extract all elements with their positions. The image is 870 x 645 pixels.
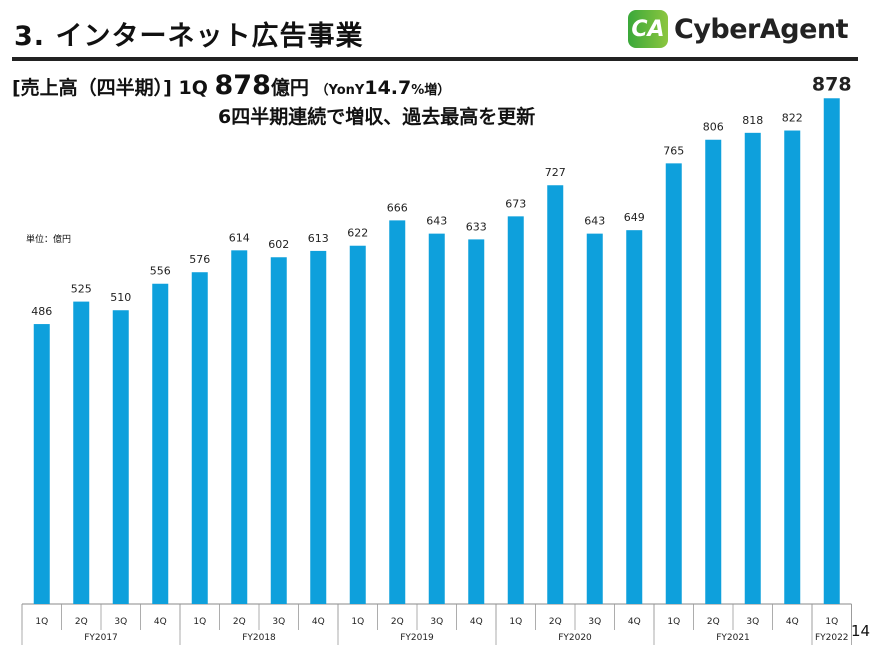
category-tick-label: 1Q [509,617,522,627]
category-tick-label: 1Q [825,617,838,627]
headline-yoy-close: %増） [411,83,451,98]
headline: [売上高（四半期）] 1Q 878億円 （YonY14.7%増） [12,70,450,101]
bar [310,250,327,605]
bar [152,283,169,604]
data-label: 643 [426,215,447,228]
headline-label: [売上高（四半期）] [12,77,172,99]
data-label: 622 [347,227,368,240]
data-label: 673 [505,197,526,210]
group-label: FY2019 [400,633,434,643]
data-label: 643 [584,215,605,228]
bar [73,301,90,604]
data-label: 818 [742,114,763,127]
data-label: 576 [189,253,210,266]
bar [389,220,406,604]
data-label: 822 [782,112,803,125]
data-label: 556 [150,265,171,278]
page-number: 14 [851,622,870,640]
bar [349,245,366,604]
data-label: 633 [466,220,487,233]
data-label: 613 [308,232,329,245]
headline-quarter: 1Q [178,77,208,99]
data-label: 602 [268,238,289,251]
category-tick-label: 4Q [628,617,641,627]
bar [784,130,801,604]
category-tick-label: 1Q [667,617,680,627]
bar [547,185,564,605]
category-tick-label: 3Q [588,617,601,627]
data-label: 525 [71,283,92,296]
bar [705,139,722,604]
headline-yoy-value: 14.7 [364,77,412,99]
data-label: 806 [703,121,724,134]
data-label: 510 [110,291,131,304]
data-label: 649 [624,211,645,224]
bar [428,233,445,604]
bar [665,163,682,605]
bar [231,250,248,604]
data-label: 878 [812,73,852,95]
headline-line2: 6四半期連続で増収、過去最高を更新 [218,106,536,128]
data-label: 614 [229,231,250,244]
category-tick-label: 4Q [154,617,167,627]
group-label: FY2018 [242,633,276,643]
category-tick-label: 4Q [786,617,799,627]
headline-value: 878 [214,70,271,101]
data-label: 727 [545,166,566,179]
category-tick-label: 2Q [233,617,246,627]
category-tick-label: 2Q [391,617,404,627]
headline-yoy-open: （YonY [315,83,365,98]
category-tick-label: 3Q [272,617,285,627]
category-tick-label: 3Q [114,617,127,627]
category-tick-label: 1Q [35,617,48,627]
category-tick-label: 1Q [351,617,364,627]
data-label: 666 [387,201,408,214]
bar [270,257,287,604]
data-label: 486 [31,305,52,318]
category-tick-label: 4Q [312,617,325,627]
category-tick-label: 3Q [746,617,759,627]
category-tick-label: 2Q [549,617,562,627]
bar [626,230,643,604]
category-tick-label: 1Q [193,617,206,627]
bar [507,216,524,605]
bar [33,324,50,604]
page-title: 3. インターネット広告事業 [14,21,364,52]
bar [823,98,840,604]
category-tick-label: 2Q [75,617,88,627]
cyberagent-logo: CA CyberAgent [628,10,849,48]
group-label: FY2022 [815,633,849,643]
bar [586,233,603,604]
group-label: FY2020 [558,633,592,643]
header-divider [12,57,858,61]
bar [112,310,129,604]
logo-mark: CA [628,10,668,48]
group-label: FY2017 [84,633,118,643]
bar [468,239,485,604]
category-tick-label: 4Q [470,617,483,627]
headline-unit: 億円 [270,77,309,99]
category-tick-label: 3Q [430,617,443,627]
data-label: 765 [663,144,684,157]
category-tick-label: 2Q [707,617,720,627]
logo-text: CyberAgent [674,13,849,45]
bar [191,272,208,604]
group-label: FY2021 [716,633,750,643]
bar [744,132,761,604]
unit-label: 単位：億円 [26,235,72,245]
